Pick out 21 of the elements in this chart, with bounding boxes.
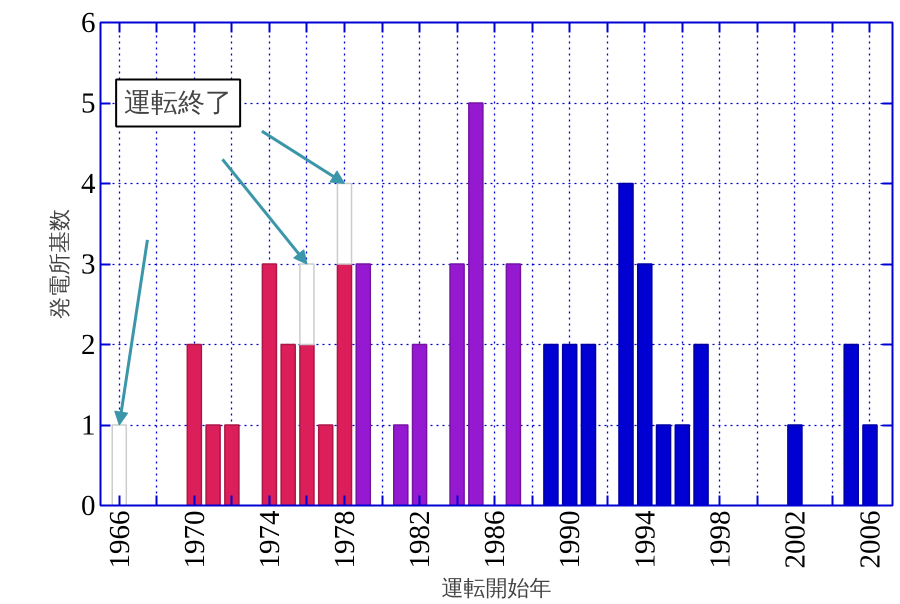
y-tick-label: 1 xyxy=(81,410,96,442)
x-tick-label: 1990 xyxy=(554,510,586,568)
x-tick-label: 1966 xyxy=(104,510,136,568)
x-tick-label: 1978 xyxy=(328,510,361,568)
y-tick-label: 5 xyxy=(81,88,96,120)
y-axis-title: 発電所基数 xyxy=(48,209,73,319)
x-tick-label: 1970 xyxy=(178,510,211,568)
x-axis-title: 運転開始年 xyxy=(442,576,552,602)
y-tick-label: 4 xyxy=(81,168,96,200)
x-tick-label: 1986 xyxy=(479,510,512,568)
y-tick-label: 0 xyxy=(81,490,96,522)
x-tick-label: 1998 xyxy=(704,510,736,568)
x-tick-label: 1982 xyxy=(404,510,436,568)
y-tick-label: 2 xyxy=(81,329,96,361)
annotation: 運転終了 xyxy=(124,88,232,118)
x-tick-label: 1974 xyxy=(254,510,286,568)
y-tick-label: 6 xyxy=(81,7,96,39)
x-tick-label: 1994 xyxy=(629,510,662,568)
y-tick-label: 3 xyxy=(81,248,96,280)
x-tick-label: 2002 xyxy=(779,510,812,568)
x-tick-label: 2006 xyxy=(854,510,886,568)
